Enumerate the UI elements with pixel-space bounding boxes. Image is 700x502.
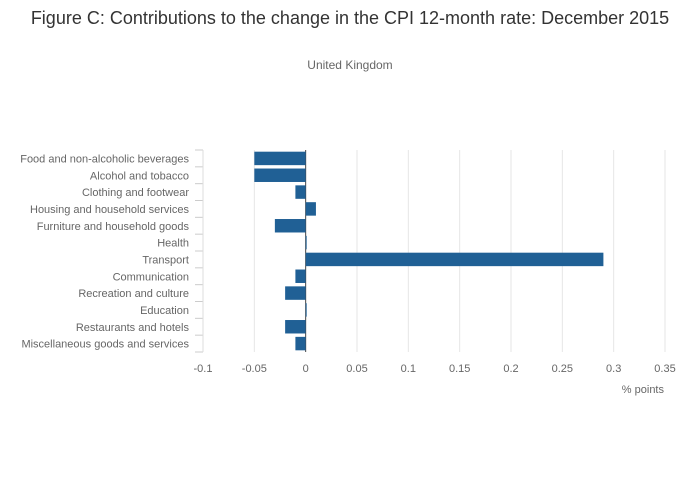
- y-tick-label: Restaurants and hotels: [76, 322, 190, 334]
- x-axis-title: % points: [622, 384, 665, 396]
- bar: [305, 252, 604, 267]
- x-tick-label: 0.05: [346, 363, 367, 375]
- x-tick-label: 0.25: [552, 363, 573, 375]
- bar: [295, 269, 306, 283]
- x-tick-label: 0.15: [449, 363, 470, 375]
- bar: [305, 235, 307, 250]
- bar: [295, 336, 306, 351]
- x-tick-label: -0.05: [242, 363, 267, 375]
- y-tick-label: Miscellaneous goods and services: [21, 339, 189, 351]
- y-axis: Food and non-alcoholic beverages Alcohol …: [20, 149, 204, 353]
- x-tick-label: 0: [303, 363, 309, 375]
- y-tick-label: Education: [140, 305, 189, 317]
- x-tick-label: -0.1: [194, 363, 213, 375]
- x-axis: -0.1 -0.05 0 0.05 0.1 0.15 0.2 0.25 0.3 0.35: [194, 363, 676, 375]
- x-tick-label: 0.2: [503, 363, 518, 375]
- y-tick-label: Furniture and household goods: [37, 221, 190, 233]
- bar: [285, 286, 306, 300]
- y-tick-label: Alcohol and tobacco: [90, 170, 189, 182]
- y-tick-label: Health: [157, 238, 189, 250]
- y-tick-label: Housing and household services: [30, 204, 189, 216]
- bar: [295, 185, 306, 199]
- grid-lines: [253, 150, 666, 352]
- bar: [274, 219, 306, 233]
- y-tick-label: Food and non-alcoholic beverages: [20, 153, 189, 165]
- y-tick-label: Communication: [113, 271, 189, 283]
- bar: [254, 168, 306, 182]
- bar: [305, 202, 316, 216]
- bars: [254, 151, 604, 351]
- y-tick-label: Clothing and footwear: [82, 187, 189, 199]
- chart-subtitle: United Kingdom: [307, 58, 393, 72]
- bar: [285, 320, 306, 334]
- x-tick-label: 0.3: [606, 363, 621, 375]
- x-tick-label: 0.1: [401, 363, 416, 375]
- bar: [254, 151, 306, 166]
- chart-title: Figure C: Contributions to the change in…: [30, 8, 670, 28]
- bar: [305, 303, 307, 317]
- y-tick-label: Transport: [142, 254, 189, 266]
- y-tick-label: Recreation and culture: [78, 288, 189, 300]
- x-tick-label: 0.35: [654, 363, 675, 375]
